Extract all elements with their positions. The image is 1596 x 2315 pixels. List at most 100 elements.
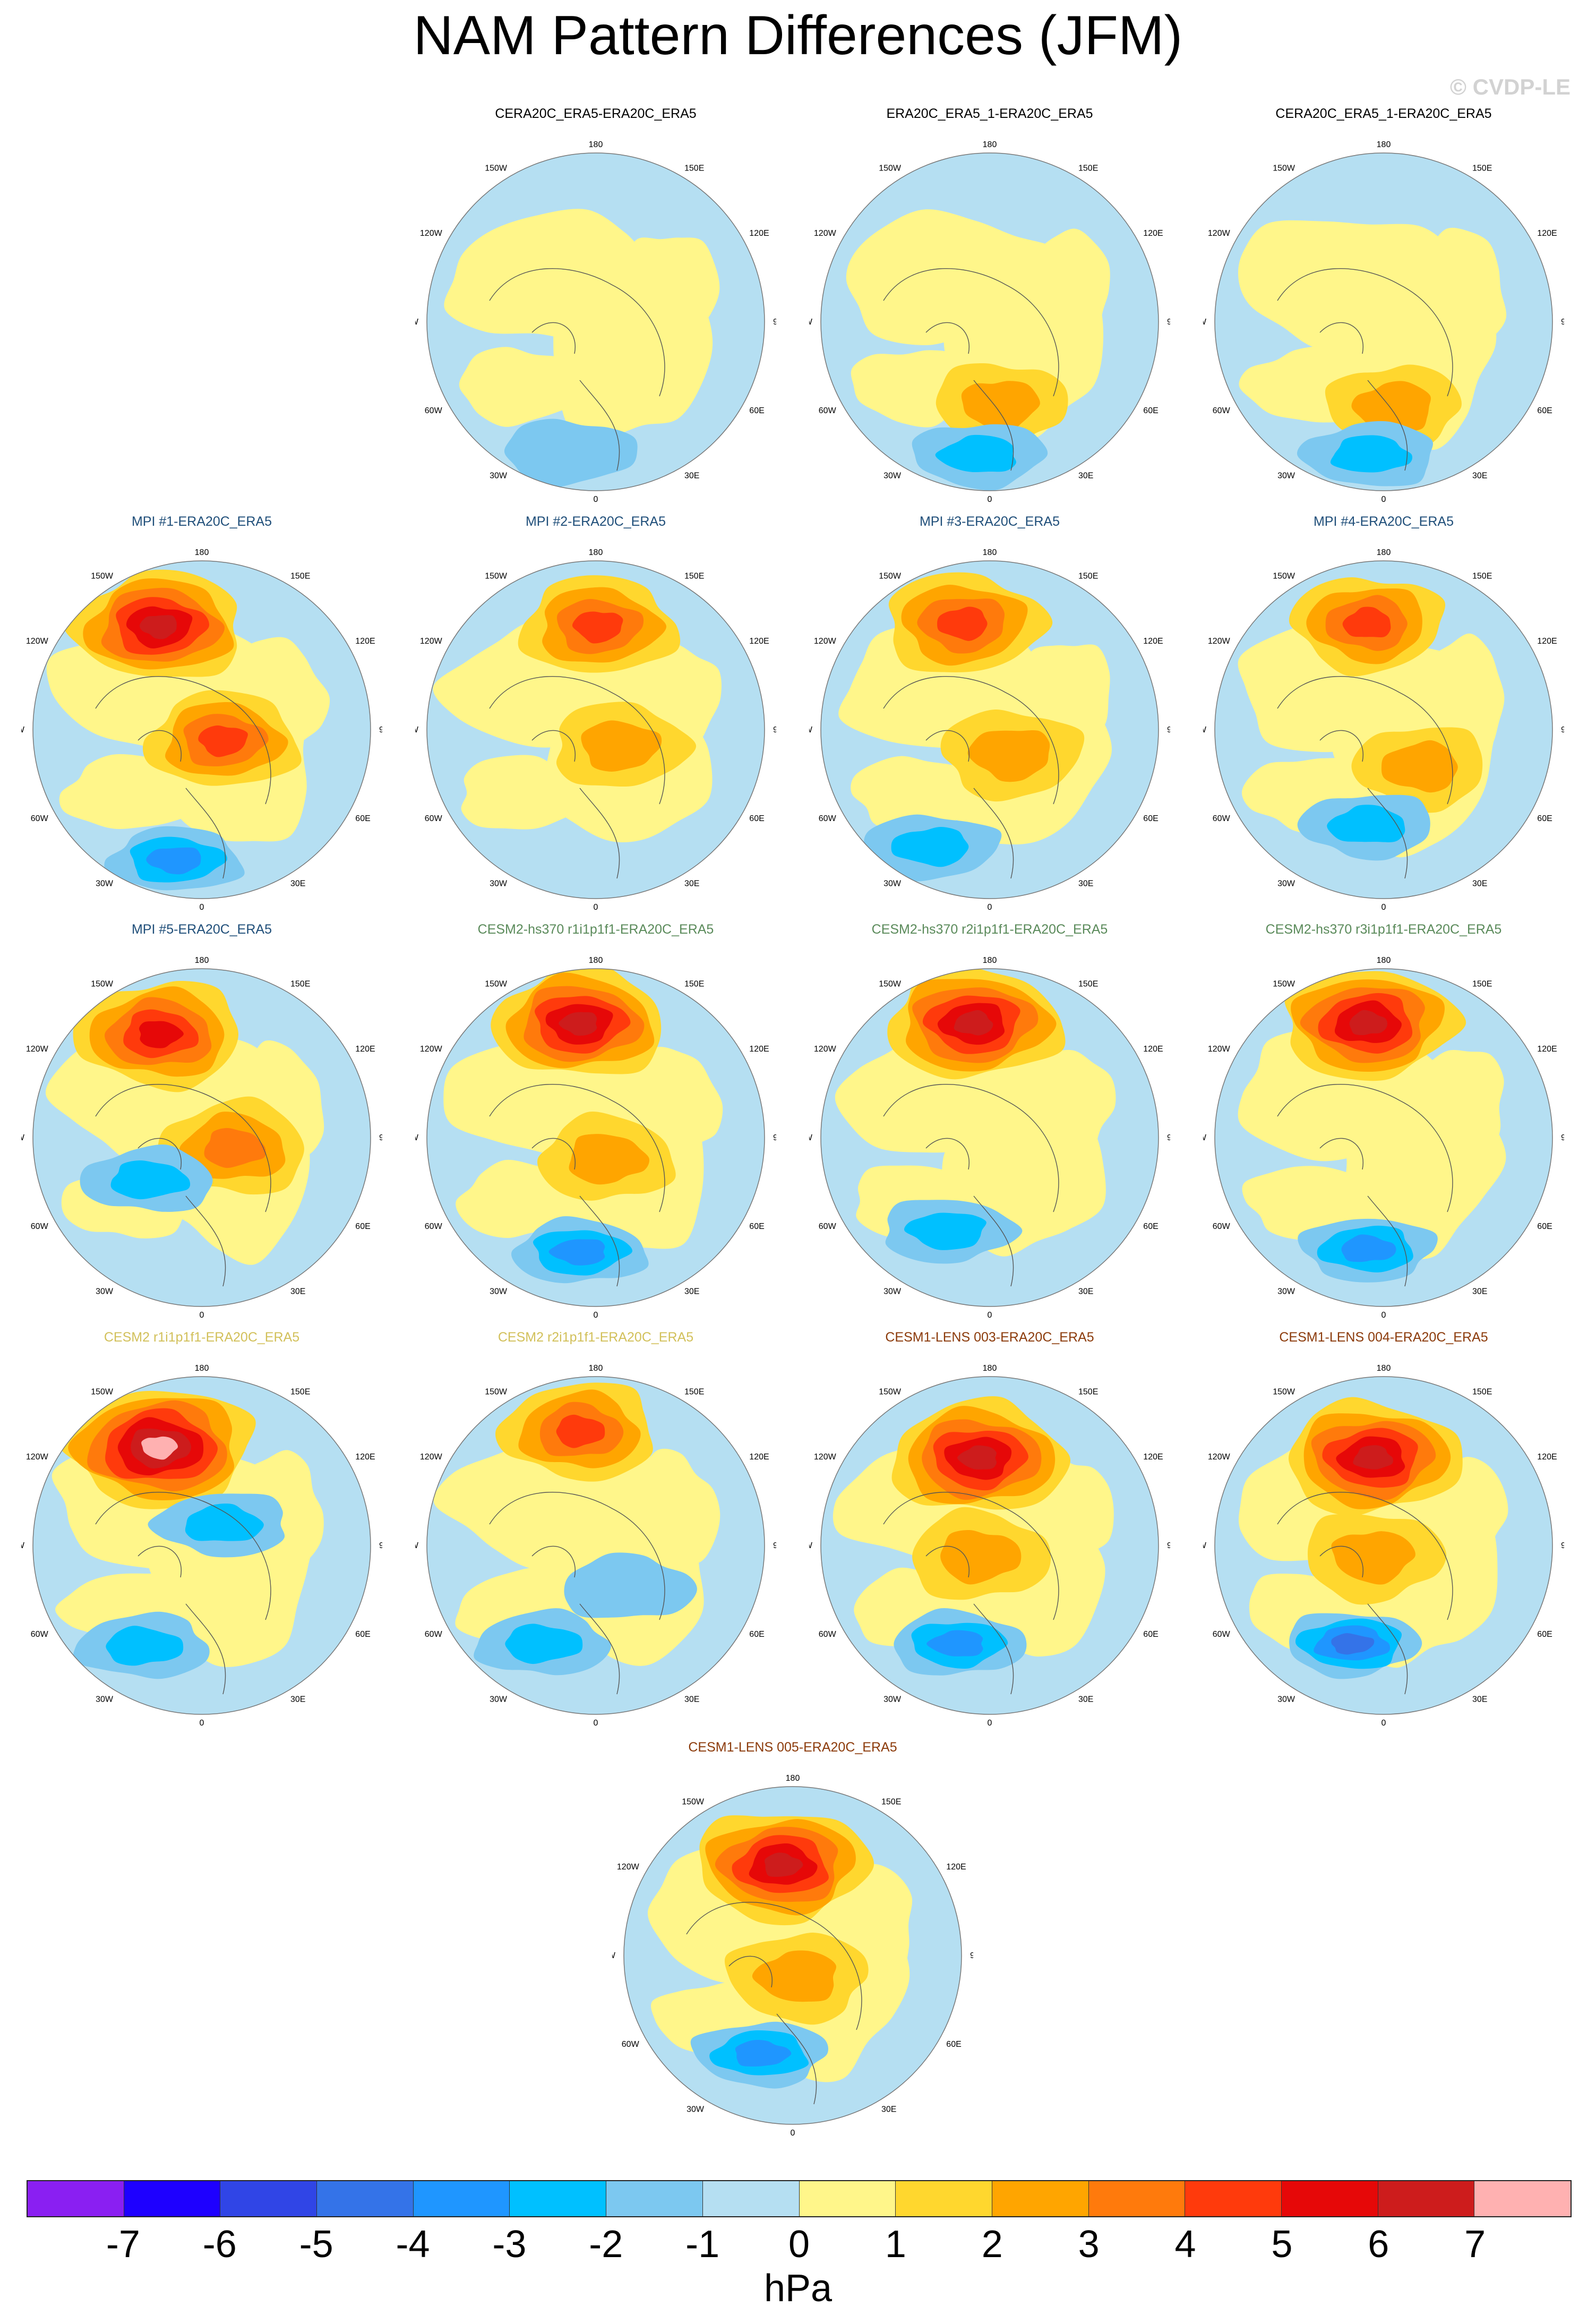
longitude-label: 60E (749, 1630, 764, 1639)
longitude-label: 60E (1143, 406, 1158, 415)
longitude-label: 0 (1382, 1311, 1386, 1320)
colorbar-tick-label: -3 (492, 2223, 527, 2266)
positive-anomaly-contour (204, 1127, 266, 1168)
longitude-label: 0 (988, 495, 992, 504)
longitude-label: 120W (1208, 1453, 1231, 1462)
panel-map: 180 150E 120E 90E 60E 30E 0 30W 60W 90W 120W 150W (612, 1760, 973, 2154)
positive-anomaly-contour (569, 1134, 650, 1185)
panel-title: CESM1-LENS 003-ERA20C_ERA5 (885, 1330, 1094, 1345)
negative-anomaly-contour (1331, 1633, 1375, 1655)
longitude-label: 90E (1561, 1133, 1564, 1142)
coastline (883, 676, 1059, 879)
positive-anomaly-contour (141, 1436, 178, 1460)
coastline (95, 1492, 271, 1695)
map-panel: CERA20C_ERA5_1-ERA20C_ERA5 180 150E 120E 90E… (1203, 106, 1564, 520)
longitude-label: 150E (684, 980, 704, 989)
weak-positive-region (1014, 1049, 1116, 1167)
longitude-label: 0 (1382, 903, 1386, 912)
longitude-label: 150W (485, 164, 508, 173)
colorbar-segment (413, 2181, 510, 2216)
positive-anomaly-contour (752, 1950, 837, 2002)
longitude-label: 30W (883, 879, 902, 888)
longitude-label: 150W (879, 1388, 902, 1397)
negative-anomaly-contour (146, 847, 201, 875)
longitude-label: 30W (1277, 1287, 1295, 1296)
positive-anomaly-contour (559, 1012, 597, 1036)
map-panel: MPI #1-ERA20C_ERA5 180 150E 120E 90E 60E 30E 0 3… (21, 514, 382, 928)
longitude-label: 120E (355, 1045, 375, 1054)
longitude-label: 30E (881, 2105, 896, 2114)
longitude-label: 30W (96, 879, 114, 888)
weak-positive-region (459, 347, 587, 427)
polar-map: 180 150E 120E 90E 60E 30E 0 30W 60W 90W 120W 150W (809, 956, 1170, 1320)
panel-map: 180 150E 120E 90E 60E 30E 0 30W 60W 90W 120W 150W (415, 534, 776, 928)
longitude-label: 180 (983, 548, 997, 557)
map-border (426, 152, 765, 491)
polar-map: 180 150E 120E 90E 60E 30E 0 30W 60W 90W 120W 150W (1203, 1364, 1564, 1728)
longitude-label: 120W (814, 1045, 837, 1054)
weak-positive-region (851, 756, 983, 834)
longitude-label: 30W (883, 1287, 902, 1296)
coastline (95, 1084, 271, 1287)
longitude-label: 120W (814, 229, 837, 238)
longitude-label: 150W (91, 572, 114, 581)
longitude-label: 150W (879, 572, 902, 581)
polar-map: 180 150E 120E 90E 60E 30E 0 30W 60W 90W 120W 150W (809, 1364, 1170, 1728)
longitude-label: 30W (96, 1695, 114, 1704)
longitude-label: 180 (195, 548, 209, 557)
colorbar-segment (1474, 2181, 1571, 2216)
map-border (820, 968, 1159, 1307)
positive-anomaly-contour (198, 725, 248, 757)
map-panel: CESM2 r2i1p1f1-ERA20C_ERA5 180 150E 120E 90E… (415, 1330, 776, 1744)
longitude-label: 150E (684, 1388, 704, 1397)
panel-map: 180 150E 120E 90E 60E 30E 0 30W 60W 90W 120W 150W (809, 942, 1170, 1336)
longitude-label: 0 (200, 1311, 204, 1320)
colorbar-segment (124, 2181, 221, 2216)
colorbar-tick-label: -4 (396, 2223, 430, 2266)
longitude-label: 30E (684, 1287, 699, 1296)
positive-anomaly-contour (961, 381, 1040, 432)
longitude-label: 120E (1143, 229, 1163, 238)
longitude-label: 60W (1213, 406, 1231, 415)
colorbar-segment (606, 2181, 703, 2216)
longitude-label: 180 (1377, 140, 1391, 149)
map-border (32, 1376, 371, 1715)
colorbar-segment (1185, 2181, 1282, 2216)
longitude-label: 150E (1078, 572, 1098, 581)
colorbar-tick-label: 0 (788, 2223, 810, 2266)
longitude-label: 60W (31, 1222, 49, 1231)
negative-anomaly-contour (106, 1626, 184, 1666)
longitude-label: 150W (682, 1798, 705, 1807)
coastline (1277, 268, 1453, 471)
longitude-label: 90E (1561, 725, 1564, 734)
polar-map: 180 150E 120E 90E 60E 30E 0 30W 60W 90W 120W 150W (1203, 956, 1564, 1320)
longitude-label: 0 (1382, 495, 1386, 504)
colorbar-segment (1088, 2181, 1186, 2216)
longitude-label: 150E (684, 572, 704, 581)
longitude-label: 60W (1213, 1630, 1231, 1639)
longitude-label: 120W (26, 1045, 49, 1054)
longitude-label: 60W (819, 1222, 837, 1231)
map-border (426, 968, 765, 1307)
longitude-label: 120W (1208, 1045, 1231, 1054)
map-border (426, 560, 765, 899)
panel-title: CESM2-hs370 r1i1p1f1-ERA20C_ERA5 (477, 922, 714, 937)
longitude-label: 90W (1203, 318, 1207, 327)
positive-anomaly-contour (139, 1021, 184, 1048)
longitude-label: 120E (749, 1453, 769, 1462)
polar-map: 180 150E 120E 90E 60E 30E 0 30W 60W 90W 120W 150W (21, 1364, 382, 1728)
longitude-label: 90W (1203, 725, 1207, 734)
longitude-label: 120E (1143, 1045, 1163, 1054)
coastline (686, 1902, 862, 2105)
longitude-label: 90W (612, 1951, 616, 1960)
positive-anomaly-contour (581, 720, 662, 772)
longitude-label: 90W (21, 1541, 25, 1550)
longitude-label: 90E (773, 725, 776, 734)
coastline (489, 268, 665, 471)
longitude-label: 180 (983, 140, 997, 149)
longitude-label: 90E (379, 1541, 382, 1550)
longitude-label: 30E (1078, 1287, 1093, 1296)
longitude-label: 180 (195, 1364, 209, 1373)
weak-positive-region (623, 237, 720, 355)
longitude-label: 60W (425, 1222, 443, 1231)
